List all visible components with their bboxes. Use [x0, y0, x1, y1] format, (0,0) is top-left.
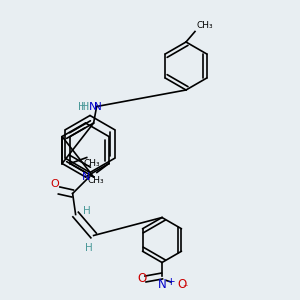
Text: CH₃: CH₃: [84, 159, 100, 168]
Text: O: O: [50, 179, 59, 189]
Text: ⁻: ⁻: [182, 283, 188, 293]
Text: H: H: [83, 206, 91, 217]
Text: CH₃: CH₃: [196, 21, 213, 30]
Text: N: N: [94, 103, 101, 112]
Text: N: N: [82, 172, 91, 182]
Text: O: O: [177, 278, 186, 292]
Text: N: N: [158, 278, 166, 290]
Text: H: H: [78, 103, 86, 112]
Text: O: O: [137, 272, 146, 286]
Text: H: H: [80, 102, 89, 112]
Text: +: +: [167, 277, 176, 287]
Text: N: N: [89, 102, 97, 112]
Text: CH₃: CH₃: [87, 176, 104, 184]
Text: H: H: [85, 243, 93, 253]
